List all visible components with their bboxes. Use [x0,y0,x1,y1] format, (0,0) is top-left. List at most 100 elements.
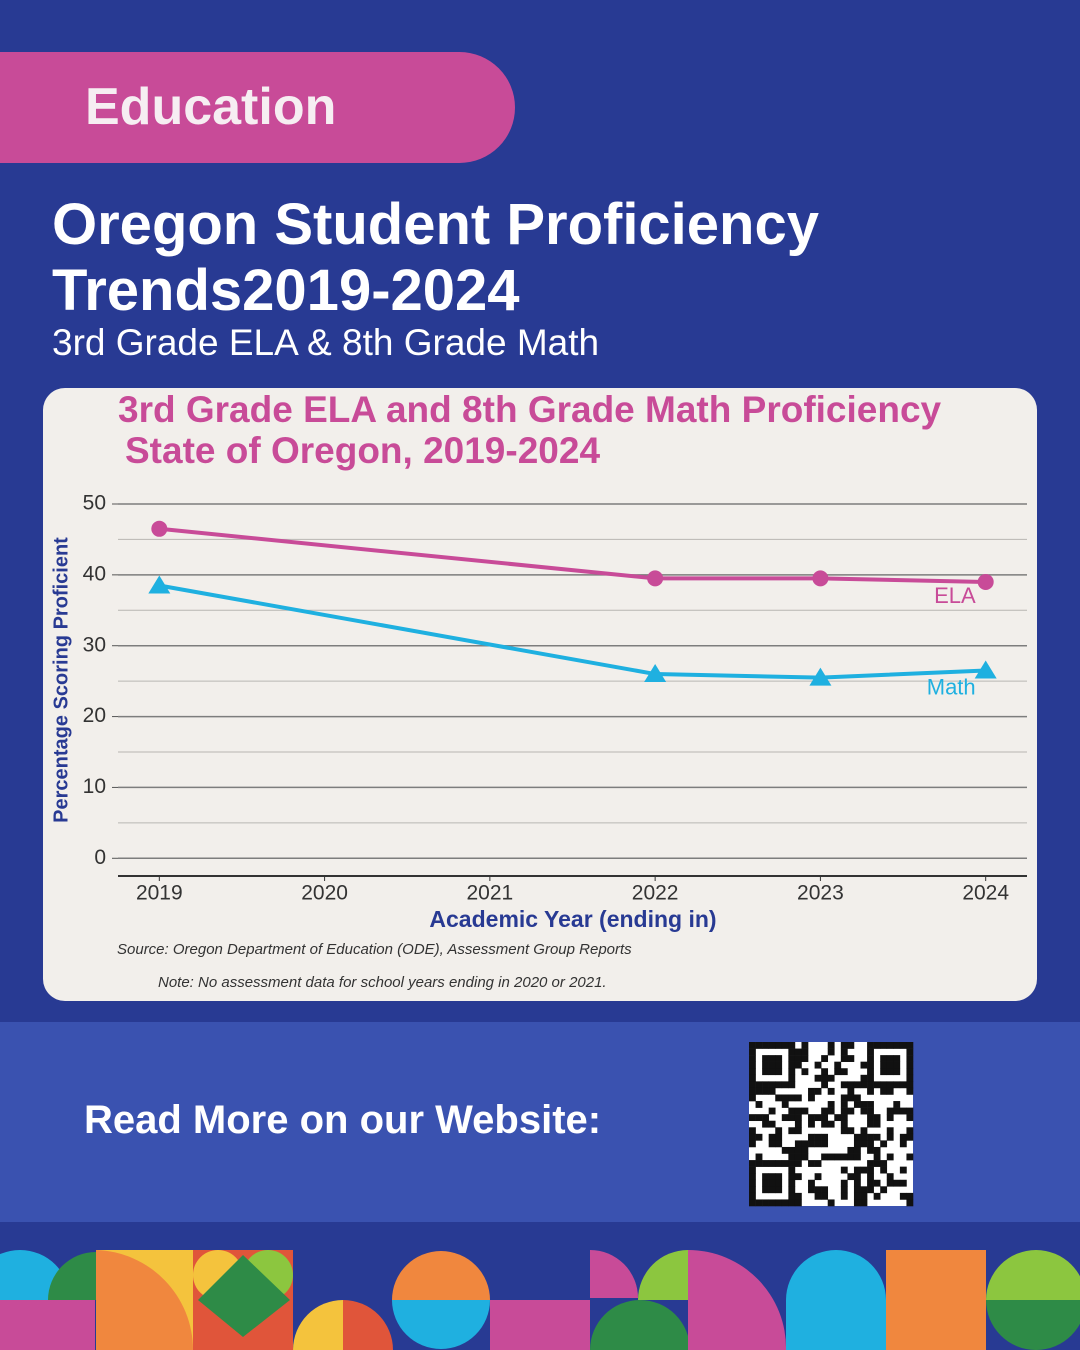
qr-module [873,1179,881,1187]
qr-module [860,1074,868,1082]
qr-module [880,1186,888,1194]
qr-module [867,1061,874,1069]
qr-module [821,1153,829,1161]
qr-module [775,1068,783,1076]
qr-module [860,1199,868,1207]
qr-module [788,1068,796,1076]
qr-module [840,1068,848,1076]
qr-module [873,1146,881,1154]
qr-module [801,1146,809,1154]
qr-module [768,1140,776,1148]
qr-module [781,1042,789,1049]
qr-module [768,1199,776,1207]
y-tick-label: 0 [94,846,106,869]
qr-module [788,1192,796,1200]
y-tick-label: 50 [83,492,106,515]
data-note: Note: No assessment data for school year… [158,974,607,991]
qr-module [749,1192,756,1200]
qr-module [893,1081,901,1089]
qr-module [867,1068,874,1076]
qr-module [853,1199,861,1207]
category-tag: Education [0,52,515,163]
qr-module [873,1133,881,1141]
qr-module [880,1087,888,1095]
qr-module [768,1068,776,1076]
qr-module [821,1107,829,1115]
qr-module [867,1133,874,1141]
qr-module [886,1133,894,1141]
qr-module [814,1074,822,1082]
qr-module [808,1114,815,1122]
qr-module [749,1160,756,1167]
qr-module [781,1101,789,1108]
qr-module [867,1101,874,1108]
qr-module [834,1114,842,1122]
qr-module [762,1114,769,1122]
qr-module [749,1173,756,1181]
qr-module [906,1127,914,1135]
qr-module [847,1081,855,1089]
qr-module [867,1107,874,1115]
qr-module [899,1140,907,1148]
qr-module [873,1042,881,1049]
qr-module [794,1153,802,1161]
series-label: ELA [934,583,976,608]
chart-card [43,388,1037,1001]
qr-module [775,1081,783,1089]
qr-module [827,1107,835,1115]
qr-module [821,1186,829,1194]
qr-module [880,1055,888,1062]
qr-module [821,1068,829,1076]
qr-module [860,1127,868,1135]
qr-module [860,1166,868,1174]
qr-module [906,1107,914,1115]
qr-module [840,1114,848,1122]
subheadline: 3rd Grade ELA & 8th Grade Math [52,322,600,363]
qr-code[interactable] [749,1042,914,1207]
qr-module [873,1114,881,1122]
qr-module [775,1042,783,1049]
qr-module [886,1081,894,1089]
qr-module [762,1068,769,1076]
cta-text: Read More on our Website: [84,1098,602,1142]
qr-module [808,1140,815,1148]
qr-module [899,1166,907,1174]
qr-module [788,1114,796,1122]
qr-module [827,1087,835,1095]
qr-module [906,1068,914,1076]
qr-module [827,1048,835,1056]
qr-module [847,1146,855,1154]
qr-module [867,1120,874,1128]
qr-module [853,1133,861,1141]
qr-module [853,1166,861,1174]
qr-module [906,1153,914,1161]
qr-module [775,1127,783,1135]
qr-module [847,1173,855,1181]
data-point [974,660,997,679]
qr-module [808,1133,815,1141]
qr-module [899,1081,907,1089]
qr-module [860,1101,868,1108]
qr-module [906,1042,914,1049]
qr-module [860,1081,868,1089]
data-point [647,570,664,587]
qr-module [821,1192,829,1200]
qr-module [840,1048,848,1056]
qr-module [827,1042,835,1049]
qr-module [860,1186,868,1194]
qr-module [886,1153,894,1161]
qr-module [762,1179,769,1187]
qr-module [906,1133,914,1141]
qr-module [749,1074,756,1082]
qr-module [834,1061,842,1069]
qr-module [867,1179,874,1187]
qr-module [801,1068,809,1076]
qr-module [755,1153,763,1161]
qr-module [886,1114,894,1122]
qr-module [899,1042,907,1049]
qr-module [768,1133,776,1141]
qr-module [762,1199,769,1207]
qr-module [768,1107,776,1115]
qr-module [768,1160,776,1167]
qr-module [749,1166,756,1174]
